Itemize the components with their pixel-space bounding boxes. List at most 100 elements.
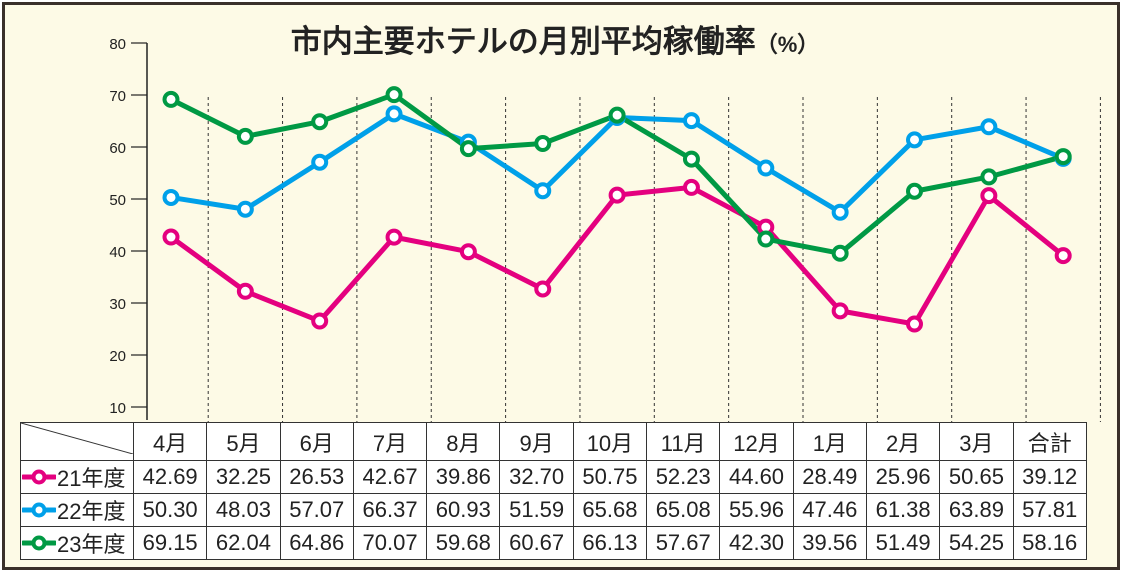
table-row: 22年度 50.30 48.03 57.07 66.37 60.93 51.59 65.68 6… <box>20 493 1087 527</box>
column-header: 3月 <box>939 422 1014 461</box>
value-cell: 32.70 <box>499 460 574 494</box>
data-point <box>311 113 329 131</box>
data-point <box>385 228 403 246</box>
data-point <box>906 182 923 200</box>
table-header-row: 4月 5月 6月 7月 8月 9月 10月 11月 12月 1月 2月 3月 合計 <box>20 422 1087 461</box>
data-point <box>162 90 180 108</box>
y-tick-label: 30 <box>109 296 126 313</box>
table-row: 21年度 42.69 32.25 26.53 42.67 39.86 32.70 50.75 5… <box>20 460 1087 494</box>
data-point <box>831 203 849 221</box>
value-cell: 66.37 <box>352 493 428 527</box>
column-header: 12月 <box>719 422 794 461</box>
value-cell: 57.67 <box>646 526 721 560</box>
value-cell: 39.12 <box>1012 460 1087 494</box>
data-point <box>906 131 923 149</box>
value-cell: 26.53 <box>279 460 354 494</box>
data-point <box>236 200 254 218</box>
data-point <box>311 153 329 171</box>
value-cell: 42.67 <box>352 460 428 494</box>
data-point <box>1054 148 1072 166</box>
series-name: 22年度 <box>57 499 126 524</box>
series-line-21年度 <box>169 184 1065 327</box>
data-point <box>608 106 626 124</box>
value-cell: 66.13 <box>572 526 648 560</box>
data-point <box>608 186 626 204</box>
legend-cell: 22年度 <box>20 493 134 527</box>
y-tick-label: 20 <box>109 348 126 365</box>
value-cell: 51.59 <box>499 493 574 527</box>
value-cell: 65.08 <box>646 493 721 527</box>
data-point <box>980 168 998 186</box>
y-tick-label: 40 <box>109 244 126 261</box>
value-cell: 39.86 <box>426 460 501 494</box>
column-header: 4月 <box>132 422 208 461</box>
series-name: 23年度 <box>57 532 126 557</box>
value-cell: 69.15 <box>132 526 208 560</box>
value-cell: 57.07 <box>279 493 354 527</box>
chart-title: 市内主要ホテルの月別平均稼働率（%） <box>291 24 820 59</box>
legend-cell: 21年度 <box>20 460 134 494</box>
column-header: 7月 <box>352 422 428 461</box>
data-table: 4月 5月 6月 7月 8月 9月 10月 11月 12月 1月 2月 3月 合計 21年度 42.69 32… <box>20 422 1087 560</box>
value-cell: 65.68 <box>572 493 648 527</box>
value-cell: 59.68 <box>426 526 501 560</box>
value-cell: 50.65 <box>939 460 1014 494</box>
data-point <box>236 127 254 145</box>
data-point <box>534 280 552 298</box>
data-point <box>980 187 998 205</box>
value-cell: 39.56 <box>792 526 867 560</box>
y-tick-label: 50 <box>109 192 126 209</box>
value-cell: 50.30 <box>132 493 208 527</box>
value-cell: 48.03 <box>206 493 281 527</box>
value-cell: 28.49 <box>792 460 867 494</box>
column-header: 8月 <box>426 422 501 461</box>
value-cell: 54.25 <box>939 526 1014 560</box>
value-cell: 50.75 <box>572 460 648 494</box>
value-cell: 64.86 <box>279 526 354 560</box>
legend-marker-icon <box>22 469 56 485</box>
column-header: 1月 <box>792 422 867 461</box>
data-point <box>757 159 775 177</box>
column-header: 6月 <box>279 422 354 461</box>
y-tick-label: 60 <box>109 140 126 157</box>
column-header: 11月 <box>646 422 721 461</box>
value-cell: 25.96 <box>865 460 941 494</box>
y-tick-label: 10 <box>109 400 126 417</box>
legend-marker-icon <box>22 535 56 551</box>
data-point <box>459 243 477 261</box>
diagonal-line <box>20 422 134 455</box>
data-point <box>236 282 254 300</box>
legend-marker-icon <box>22 502 56 518</box>
data-point <box>534 182 552 200</box>
value-cell: 60.67 <box>499 526 574 560</box>
data-point <box>831 244 849 262</box>
value-cell: 51.49 <box>865 526 941 560</box>
value-cell: 58.16 <box>1012 526 1087 560</box>
data-point <box>831 302 849 320</box>
value-cell: 57.81 <box>1012 493 1087 527</box>
data-point <box>385 105 403 123</box>
data-point <box>906 315 923 333</box>
value-cell: 42.69 <box>132 460 208 494</box>
data-point <box>757 230 775 248</box>
value-cell: 61.38 <box>865 493 941 527</box>
data-point <box>980 118 998 136</box>
value-cell: 32.25 <box>206 460 281 494</box>
data-point <box>162 228 180 246</box>
y-tick-label: 70 <box>109 88 126 105</box>
column-header: 合計 <box>1012 422 1087 461</box>
column-header: 5月 <box>206 422 281 461</box>
data-point <box>385 86 403 104</box>
data-point <box>162 188 180 206</box>
data-point <box>682 150 700 168</box>
data-point <box>311 312 329 330</box>
column-header: 2月 <box>865 422 941 461</box>
data-point <box>682 112 700 130</box>
column-header: 9月 <box>499 422 574 461</box>
value-cell: 42.30 <box>719 526 794 560</box>
data-point <box>459 140 477 158</box>
value-cell: 70.07 <box>352 526 428 560</box>
data-point <box>1054 247 1072 265</box>
value-cell: 60.93 <box>426 493 501 527</box>
